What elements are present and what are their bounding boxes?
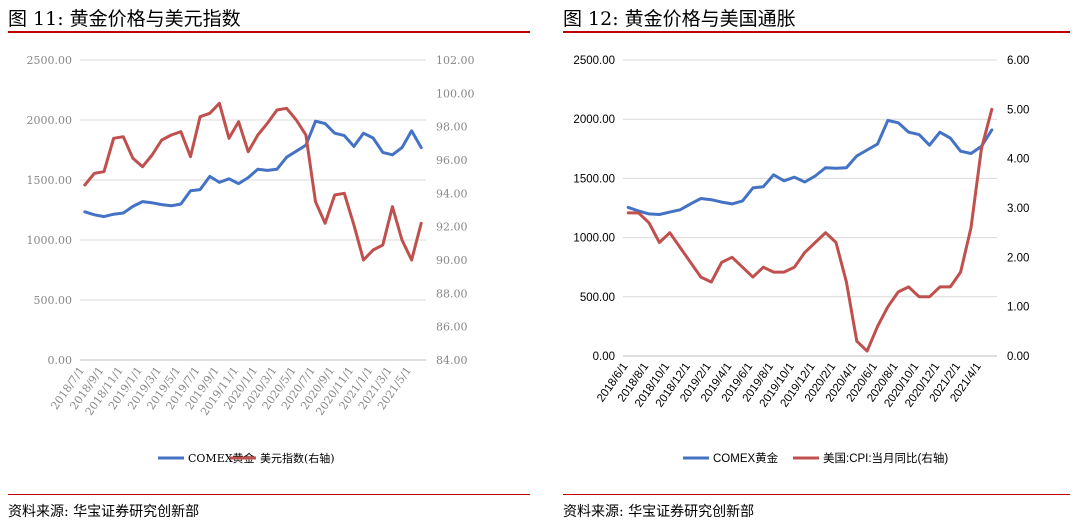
y-right-tick-label: 92.00 [436, 221, 468, 234]
series-line-gold [626, 118, 994, 216]
series-line-dollar-index [83, 101, 423, 262]
y-right-tick-label: 86.00 [436, 321, 468, 334]
y-left-tick-label: 0.00 [48, 354, 73, 367]
y-right-tick-label: 6.00 [1007, 55, 1029, 67]
y-left-tick-label: 1500.00 [27, 174, 73, 187]
y-right-tick-label: 84.00 [436, 354, 468, 367]
y-left-tick-label: 1000.00 [573, 233, 615, 245]
figure-12-panel: 图 12: 黄金价格与美国通胀 0.00 500.00 1000.00 1500.00… [555, 0, 1080, 527]
y-left-tick-label: 500.00 [580, 292, 615, 304]
gold-vs-dollar-index-chart: 0.00 500.00 1000.00 1500.00 2000.00 2500.00 84… [27, 54, 475, 465]
figure-title: 图 12: 黄金价格与美国通胀 [563, 8, 796, 30]
y-right-tick-label: 4.00 [1007, 154, 1029, 166]
y-right-tick-label: 102.00 [436, 54, 475, 67]
y-right-tick-label: 100.00 [436, 87, 475, 100]
legend-item: COMEX黄金 [683, 451, 779, 465]
source-note: 资料来源: 华宝证券研究创新部 [8, 504, 200, 520]
title-divider [8, 31, 530, 33]
y-left-tick-label: 2500.00 [573, 55, 615, 67]
figure-title: 图 11: 黄金价格与美元指数 [8, 8, 241, 30]
legend-label: COMEX黄金 [713, 451, 779, 465]
y-left-tick-label: 0.00 [593, 351, 615, 363]
y-left-tick-label: 2000.00 [573, 114, 615, 126]
title-divider [563, 31, 1070, 33]
y-left-tick-label: 1000.00 [27, 234, 73, 247]
y-left-tick-label: 2000.00 [27, 114, 73, 127]
y-left-tick-label: 500.00 [34, 294, 73, 307]
y-right-tick-label: 3.00 [1007, 203, 1029, 215]
y-right-tick-label: 90.00 [436, 254, 468, 267]
y-right-tick-label: 2.00 [1007, 252, 1029, 264]
source-divider [8, 494, 530, 495]
gold-vs-us-inflation-chart: 0.00 500.00 1000.00 1500.00 2000.00 2500.00 0.… [573, 55, 1029, 465]
y-right-tick-label: 1.00 [1007, 302, 1029, 314]
y-right-tick-label: 88.00 [436, 287, 468, 300]
series-line-gold [83, 119, 423, 219]
y-right-tick-label: 98.00 [436, 121, 468, 134]
y-right-tick-label: 96.00 [436, 154, 468, 167]
y-left-tick-label: 2500.00 [27, 54, 73, 67]
source-divider [563, 494, 1070, 495]
y-right-tick-label: 5.00 [1007, 104, 1029, 116]
legend-item: 美国:CPI:当月同比(右轴) [793, 451, 948, 465]
legend-label: 美元指数(右轴) [260, 451, 335, 465]
y-right-tick-label: 0.00 [1007, 351, 1029, 363]
legend-label: 美国:CPI:当月同比(右轴) [823, 451, 948, 465]
y-left-tick-label: 1500.00 [573, 173, 615, 185]
legend-label: COMEX黄金 [188, 451, 255, 465]
y-right-tick-label: 94.00 [436, 187, 468, 200]
source-note: 资料来源: 华宝证券研究创新部 [563, 504, 755, 520]
legend-item: 美元指数(右轴) [230, 451, 335, 465]
legend-item: COMEX黄金 [158, 451, 255, 465]
figure-11-panel: 图 11: 黄金价格与美元指数 0.00 500.00 1000.00 1500.00… [8, 8, 530, 520]
series-line-us-cpi [626, 107, 994, 353]
